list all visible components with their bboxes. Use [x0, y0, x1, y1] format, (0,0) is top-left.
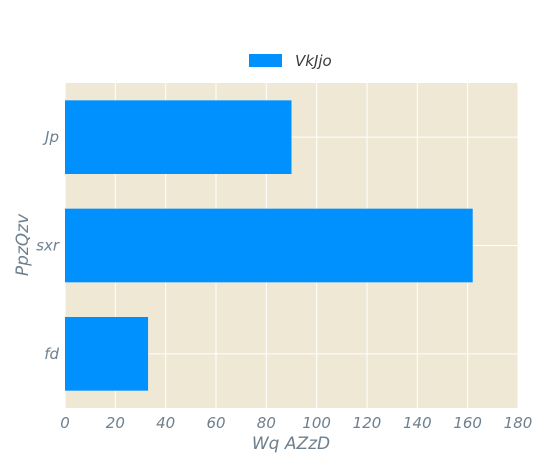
x-tick-label: 20: [106, 414, 125, 432]
x-tick-label: 180: [504, 414, 533, 432]
x-tick-label: 0: [60, 414, 70, 432]
x-tick-label: 80: [257, 414, 276, 432]
y-tick-labels: Jp sxr fd: [36, 128, 60, 363]
bar-fd: [65, 317, 149, 391]
x-tick-labels: 0 20 40 60 80 100 120 140 160 180: [60, 414, 532, 432]
y-axis-label: PpzQzv: [13, 213, 33, 276]
x-tick-label: 60: [206, 414, 225, 432]
x-tick-label: 140: [403, 414, 432, 432]
y-tick-label: fd: [44, 345, 59, 363]
legend: VkJjo: [249, 52, 332, 70]
bars: [65, 100, 473, 391]
legend-label: VkJjo: [295, 52, 332, 70]
x-tick-label: 120: [353, 414, 382, 432]
x-axis-label: Wq AZzD: [252, 434, 330, 454]
y-tick-label: sxr: [36, 237, 60, 255]
bar-sxr: [65, 208, 473, 283]
y-tick-label: Jp: [42, 128, 59, 146]
legend-swatch: [249, 54, 282, 67]
x-tick-label: 40: [156, 414, 175, 432]
x-tick-label: 160: [453, 414, 482, 432]
bar-Jp: [65, 100, 292, 174]
x-tick-label: 100: [302, 414, 331, 432]
